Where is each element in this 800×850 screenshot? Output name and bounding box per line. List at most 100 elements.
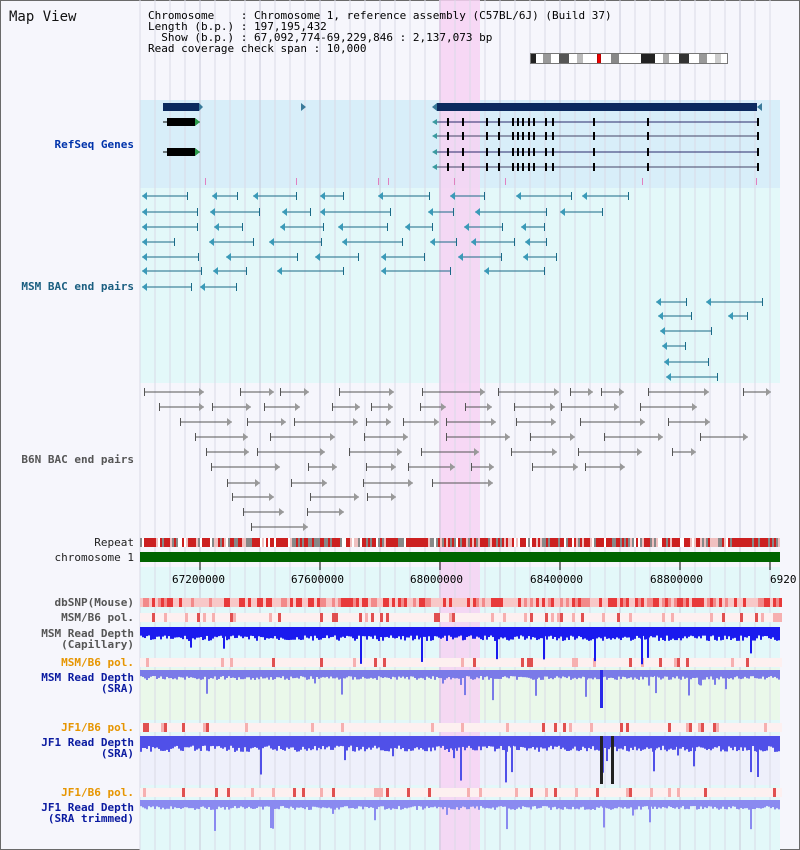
polymorphism-cell — [500, 723, 503, 732]
polymorphism-cell — [398, 613, 401, 622]
polymorphism-cell — [197, 788, 200, 797]
depth-spike — [460, 670, 462, 685]
polymorphism-cell — [389, 658, 392, 667]
polymorphism-cell — [344, 613, 347, 622]
depth-bar — [510, 627, 512, 640]
depth-bar — [210, 800, 212, 810]
polymorphism-cell — [563, 788, 566, 797]
polymorphism-cell — [176, 658, 179, 667]
repeat-segment — [206, 538, 208, 547]
polymorphism-cell — [482, 658, 485, 667]
depth-bar — [270, 670, 272, 678]
polymorphism-cell — [704, 598, 707, 607]
polymorphism-cell — [596, 723, 599, 732]
depth-bar — [340, 800, 342, 808]
polymorphism-cell — [677, 723, 680, 732]
depth-bar — [532, 627, 534, 638]
depth-bar — [342, 800, 344, 808]
repeat-segment — [280, 538, 282, 547]
polymorphism-cell — [494, 613, 497, 622]
depth-bar — [662, 736, 664, 746]
axis-tick-label: 68400000 — [530, 573, 583, 586]
depth-bar — [676, 800, 678, 808]
polymorphism-cell — [365, 723, 368, 732]
repeat-segment — [496, 538, 498, 547]
depth-bar — [340, 627, 342, 638]
depth-bar — [282, 736, 284, 750]
depth-spike — [260, 736, 262, 775]
polymorphism-cell — [458, 723, 461, 732]
depth-bar — [554, 670, 556, 678]
gene-exon — [533, 132, 535, 140]
polymorphism-cell — [431, 788, 434, 797]
polymorphism-cell — [410, 788, 413, 797]
repeat-segment — [250, 538, 252, 547]
depth-bar — [286, 670, 288, 679]
polymorphism-cell — [638, 598, 641, 607]
depth-bar — [154, 627, 156, 640]
polymorphism-cell — [485, 788, 488, 797]
polymorphism-cell — [692, 613, 695, 622]
polymorphism-cell — [497, 788, 500, 797]
polymorphism-cell — [182, 658, 185, 667]
repeat-segment — [524, 538, 526, 547]
depth-bar — [294, 627, 296, 640]
polymorphism-cell — [353, 613, 356, 622]
selection-highlight[interactable] — [439, 0, 480, 850]
depth-bar — [180, 627, 182, 638]
depth-bar — [280, 800, 282, 807]
repeat-segment — [456, 538, 458, 547]
polymorphism-cell — [230, 598, 233, 607]
depth-bar — [176, 627, 178, 638]
depth-bar — [722, 670, 724, 679]
depth-bar — [158, 627, 160, 637]
depth-bar — [570, 670, 572, 680]
gene-tick — [642, 178, 643, 185]
polymorphism-cell — [614, 788, 617, 797]
gene-arrow — [432, 103, 437, 111]
depth-bar — [630, 736, 632, 748]
depth-bar — [596, 800, 598, 808]
polymorphism-cell — [218, 598, 221, 607]
chromosome-ideogram[interactable] — [530, 53, 728, 64]
depth-bar — [546, 736, 548, 751]
depth-bar — [712, 736, 714, 749]
polymorphism-cell — [266, 723, 269, 732]
depth-bar — [502, 627, 504, 639]
depth-bar — [208, 670, 210, 680]
polymorphism-cell — [641, 788, 644, 797]
polymorphism-cell — [722, 788, 725, 797]
repeat-segment — [230, 538, 232, 547]
depth-bar — [346, 736, 348, 751]
polymorphism-cell — [206, 658, 209, 667]
polymorphism-cell — [155, 723, 158, 732]
polymorphism-cell — [686, 788, 689, 797]
depth-bar — [322, 736, 324, 747]
depth-spike — [223, 627, 225, 649]
polymorphism-cell — [284, 613, 287, 622]
polymorphism-cell — [776, 723, 779, 732]
repeat-segment — [386, 538, 388, 547]
polymorphism-cell — [578, 598, 581, 607]
depth-bar — [686, 736, 688, 750]
polymorphism-cell — [239, 598, 242, 607]
depth-bar — [150, 627, 152, 640]
polymorphism-cell — [647, 613, 650, 622]
bac-end — [450, 267, 451, 275]
polymorphism-cell — [632, 658, 635, 667]
depth-bar — [552, 627, 554, 639]
polymorphism-cell — [425, 658, 428, 667]
bac-end — [282, 208, 287, 216]
depth-bar — [178, 800, 180, 809]
depth-bar — [768, 670, 770, 677]
polymorphism-cell — [218, 723, 221, 732]
depth-bar — [728, 627, 730, 637]
depth-bar — [152, 800, 154, 807]
depth-bar — [202, 670, 204, 680]
bac-end — [323, 223, 324, 231]
depth-bar — [238, 627, 240, 636]
depth-bar — [504, 800, 506, 807]
depth-bar — [144, 736, 146, 749]
polymorphism-cell — [179, 788, 182, 797]
